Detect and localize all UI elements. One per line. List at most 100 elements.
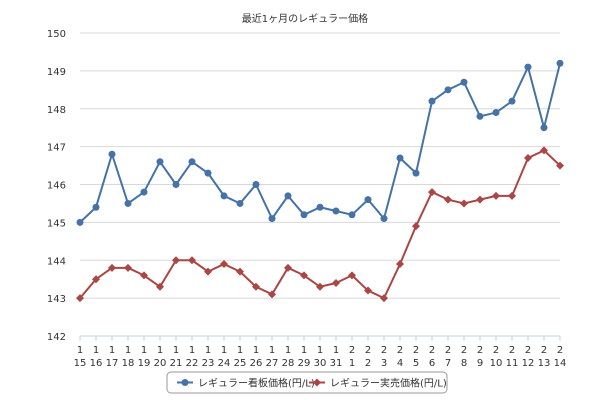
- data-point[interactable]: [460, 78, 468, 86]
- data-point[interactable]: [252, 181, 260, 188]
- data-point[interactable]: [364, 196, 372, 204]
- x-tick-label: 1 24: [218, 345, 231, 369]
- data-point[interactable]: [476, 195, 484, 204]
- data-point[interactable]: [524, 153, 532, 162]
- data-point[interactable]: [332, 207, 340, 215]
- x-tick-label: 2 14: [554, 345, 567, 369]
- data-point[interactable]: [444, 86, 452, 94]
- data-point[interactable]: [236, 199, 244, 207]
- legend-label: レギュラー実売価格(円/L): [330, 377, 447, 390]
- series-layer: [76, 59, 564, 303]
- data-point[interactable]: [396, 154, 404, 162]
- data-point[interactable]: [476, 112, 484, 120]
- data-point[interactable]: [268, 215, 276, 223]
- data-point[interactable]: [300, 211, 308, 219]
- x-tick-label: 1 22: [186, 345, 199, 369]
- data-point[interactable]: [364, 286, 372, 295]
- x-tick-label: 1 28: [282, 345, 295, 369]
- legend-marker: [181, 379, 189, 386]
- data-point[interactable]: [428, 97, 436, 105]
- data-point[interactable]: [540, 124, 548, 132]
- data-point[interactable]: [92, 275, 100, 284]
- x-tick-label: 1 16: [90, 345, 103, 369]
- data-point[interactable]: [348, 271, 356, 280]
- legend-marker: [313, 378, 321, 387]
- x-tick-label: 1 20: [154, 345, 167, 369]
- data-point[interactable]: [556, 59, 564, 67]
- data-point[interactable]: [140, 188, 148, 196]
- data-point[interactable]: [460, 199, 468, 208]
- data-point[interactable]: [348, 211, 356, 219]
- y-tick-label: 145: [47, 218, 66, 229]
- data-point[interactable]: [396, 260, 404, 269]
- data-point[interactable]: [108, 150, 116, 158]
- data-point[interactable]: [156, 158, 164, 166]
- data-point[interactable]: [188, 256, 196, 265]
- data-point[interactable]: [508, 191, 516, 200]
- data-point[interactable]: [252, 282, 260, 291]
- x-tick-label: 1 17: [106, 345, 119, 369]
- x-tick-label: 1 26: [250, 345, 263, 369]
- x-tick-label: 1 21: [170, 345, 183, 369]
- x-tick-label: 1 29: [298, 345, 311, 369]
- y-tick-label: 150: [47, 29, 66, 40]
- data-point[interactable]: [76, 294, 84, 303]
- y-tick-label: 146: [47, 181, 66, 192]
- data-point[interactable]: [300, 271, 308, 280]
- y-tick-label: 142: [47, 332, 66, 343]
- data-point[interactable]: [236, 267, 244, 276]
- x-tick-label: 1 15: [74, 345, 87, 369]
- data-point[interactable]: [156, 282, 164, 291]
- x-tick-label: 2 11: [506, 345, 519, 369]
- y-tick-label: 143: [47, 294, 66, 305]
- data-point[interactable]: [412, 222, 420, 231]
- data-point[interactable]: [316, 203, 324, 211]
- data-point[interactable]: [316, 282, 324, 291]
- x-tick-label: 1 23: [202, 345, 215, 369]
- y-tick-label: 149: [47, 67, 66, 78]
- data-point[interactable]: [268, 290, 276, 299]
- data-point[interactable]: [380, 294, 388, 303]
- data-point[interactable]: [172, 256, 180, 265]
- data-point[interactable]: [492, 191, 500, 200]
- data-point[interactable]: [540, 146, 548, 155]
- legend-item-2[interactable]: レギュラー実売価格(円/L): [309, 377, 447, 390]
- data-point[interactable]: [204, 169, 212, 177]
- data-point[interactable]: [284, 192, 292, 200]
- data-point[interactable]: [140, 271, 148, 280]
- x-tick-label: 1 31: [330, 345, 343, 369]
- data-point[interactable]: [412, 169, 420, 177]
- data-point[interactable]: [380, 215, 388, 223]
- x-tick-label: 2 10: [490, 345, 503, 369]
- data-point[interactable]: [124, 263, 132, 272]
- data-point[interactable]: [556, 161, 564, 170]
- data-point[interactable]: [524, 63, 532, 71]
- legend-item-1[interactable]: レギュラー看板価格(円/L): [177, 377, 315, 390]
- data-point[interactable]: [492, 109, 500, 117]
- data-point[interactable]: [76, 218, 84, 226]
- x-tick-label: 1 27: [266, 345, 279, 369]
- data-point[interactable]: [220, 192, 228, 200]
- legend[interactable]: レギュラー看板価格(円/L) レギュラー実売価格(円/L): [166, 371, 448, 394]
- grid-lines: [80, 32, 560, 337]
- data-point[interactable]: [188, 158, 196, 166]
- data-point[interactable]: [92, 203, 100, 211]
- data-point[interactable]: [508, 97, 516, 105]
- data-point[interactable]: [428, 188, 436, 197]
- data-point[interactable]: [284, 263, 292, 272]
- x-tick-label: 1 18: [122, 345, 135, 369]
- data-point[interactable]: [444, 195, 452, 204]
- data-point[interactable]: [204, 267, 212, 276]
- x-tick-label: 2 12: [522, 345, 535, 369]
- data-point[interactable]: [172, 181, 180, 188]
- data-point[interactable]: [220, 260, 228, 269]
- data-point[interactable]: [124, 199, 132, 207]
- data-point[interactable]: [108, 263, 116, 272]
- x-tick-label: 1 19: [138, 345, 151, 369]
- data-point[interactable]: [332, 278, 340, 287]
